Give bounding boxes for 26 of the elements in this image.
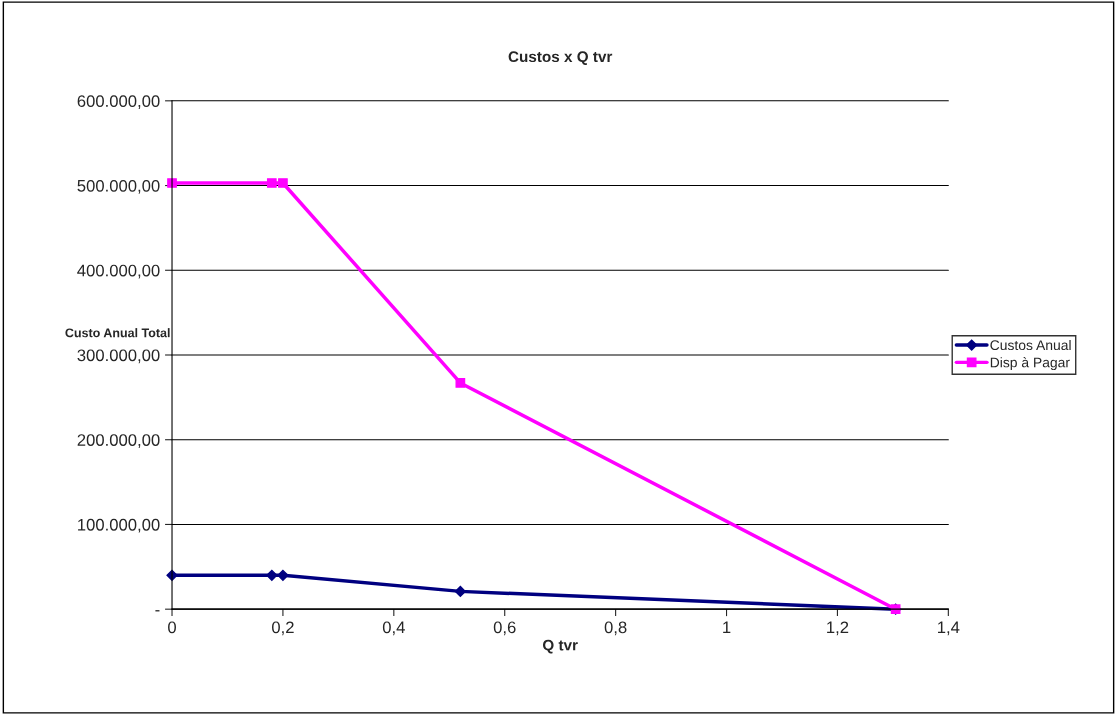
y-tick-label: 200.000,00 [77, 434, 160, 448]
y-tick-label: 600.000,00 [77, 95, 160, 109]
point [266, 178, 277, 188]
x-tick-label: 0,8 [604, 621, 627, 636]
x-tick-label: 0,4 [382, 621, 405, 636]
x-tick-label: 1 [723, 621, 731, 634]
x-tick-label: 1,2 [827, 621, 849, 636]
x-tick-label: 0 [168, 621, 176, 634]
y-tick-label: 300.000,00 [77, 349, 160, 364]
chart-title: Custos x Q tvr [508, 51, 613, 65]
point [278, 178, 288, 188]
y-tick-label: 100.000,00 [78, 518, 160, 533]
point [455, 378, 466, 388]
y-tick-label: 400.000,00 [77, 264, 160, 279]
x-tick-label: 0,2 [271, 621, 294, 636]
legend-label: Disp à Pagar [990, 357, 1070, 371]
x-axis-title: Q tvr [542, 639, 578, 654]
x-tick-label: 1,4 [938, 621, 960, 636]
point [266, 569, 278, 581]
point [454, 585, 466, 597]
y-tick-label: - [155, 610, 160, 612]
y-tick-label: 500.000,00 [77, 179, 160, 194]
legend-label: Custos Anual [990, 339, 1071, 351]
point [277, 569, 289, 581]
x-tick-label: 0,6 [493, 621, 516, 636]
y-axis-title: Custo Anual Total [65, 328, 170, 338]
